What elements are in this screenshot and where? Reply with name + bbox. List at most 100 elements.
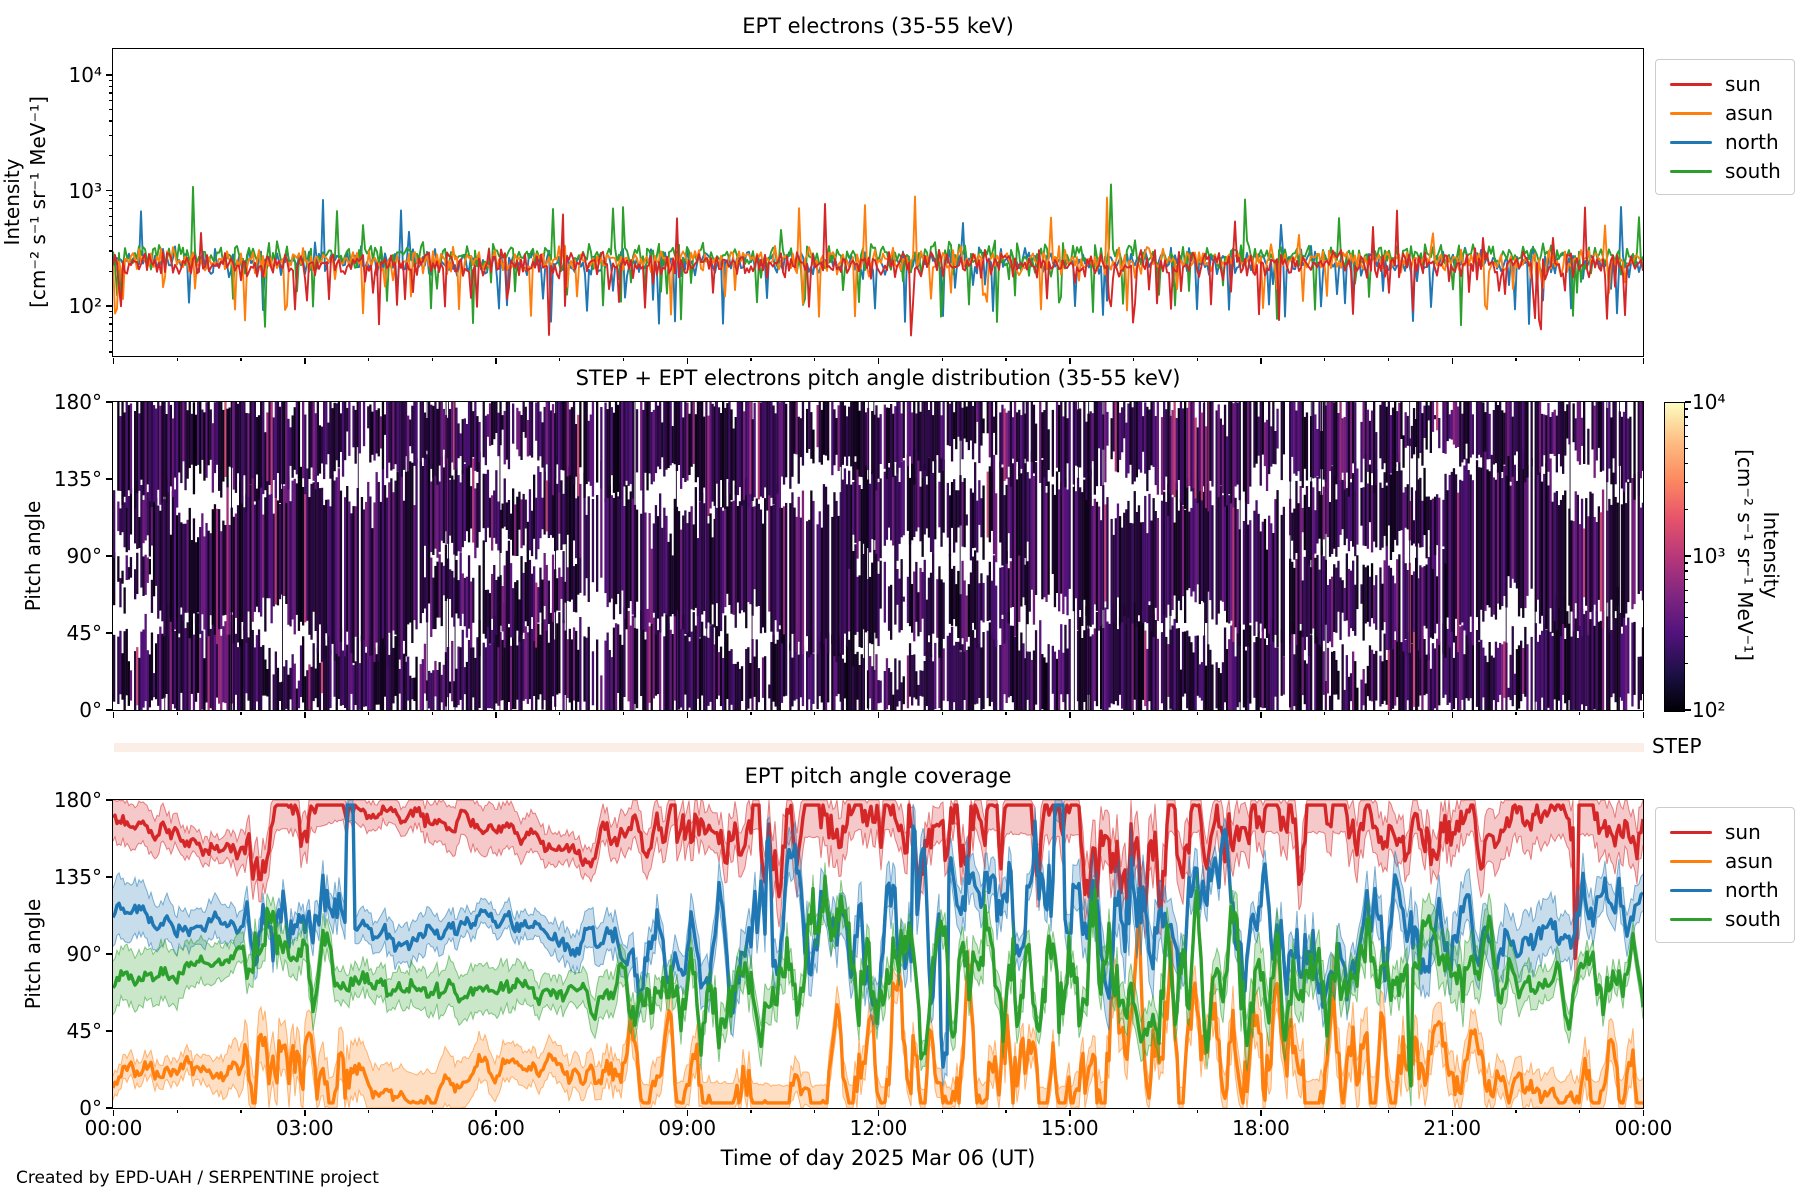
y-tick-label: 0° xyxy=(79,1096,102,1120)
x-tick-label: 15:00 xyxy=(1040,1116,1099,1140)
x-major-tick xyxy=(1260,357,1262,364)
x-minor-tick xyxy=(622,711,625,715)
x-minor-tick xyxy=(1005,1109,1007,1113)
x-major-tick xyxy=(877,357,880,364)
x-minor-tick xyxy=(814,1109,816,1113)
x-minor-tick xyxy=(240,1109,242,1113)
ept-legend-item-sun: sun xyxy=(1670,70,1782,99)
x-minor-tick xyxy=(750,711,752,715)
y-major-tick xyxy=(106,305,112,307)
y-tick-label: 0° xyxy=(79,698,102,722)
colorbar-minor-tick xyxy=(1684,570,1688,572)
colorbar-minor-tick xyxy=(1684,635,1688,638)
colorbar-tick-label: 10² xyxy=(1692,698,1726,722)
colorbar-minor-tick xyxy=(1684,447,1688,449)
x-major-tick xyxy=(112,1109,115,1116)
x-minor-tick xyxy=(176,1109,178,1113)
y-major-tick xyxy=(106,401,112,403)
legend-label-sun: sun xyxy=(1725,72,1761,96)
x-major-tick xyxy=(1451,1109,1453,1116)
colorbar-minor-tick xyxy=(1684,616,1688,618)
x-minor-tick xyxy=(1515,357,1517,361)
legend-label-north: north xyxy=(1725,130,1779,154)
x-minor-tick xyxy=(1132,1109,1135,1113)
x-major-tick xyxy=(877,711,880,718)
y-minor-tick xyxy=(108,331,112,333)
y-major-tick xyxy=(106,1030,112,1032)
colorbar-minor-tick xyxy=(1684,509,1688,511)
colorbar-minor-tick xyxy=(1684,416,1688,418)
x-major-tick xyxy=(1069,357,1071,364)
x-minor-tick xyxy=(814,357,816,361)
ept-electrons-plot xyxy=(112,47,1644,357)
x-minor-tick xyxy=(1579,1109,1581,1113)
x-minor-tick xyxy=(1324,357,1326,361)
y-minor-tick xyxy=(108,340,112,342)
coverage-band-edge-upper-north xyxy=(113,799,1643,1048)
x-major-tick xyxy=(1642,357,1645,364)
y-minor-tick xyxy=(108,195,112,197)
y-minor-tick xyxy=(108,235,112,238)
y-minor-tick xyxy=(108,250,112,252)
x-major-tick xyxy=(495,711,497,718)
x-minor-tick xyxy=(1324,1109,1326,1113)
x-minor-tick xyxy=(1196,711,1198,715)
y-minor-tick xyxy=(108,351,112,353)
x-major-tick xyxy=(1260,1109,1262,1116)
x-minor-tick xyxy=(750,357,752,361)
colorbar-minor-tick xyxy=(1684,589,1688,591)
x-minor-tick xyxy=(176,357,178,361)
y-minor-tick xyxy=(108,270,112,272)
x-tick-label: 03:00 xyxy=(275,1116,334,1140)
x-major-tick xyxy=(112,711,115,718)
x-minor-tick xyxy=(1515,1109,1517,1113)
pitch-angle-distribution-mesh xyxy=(113,401,1643,710)
step-coverage-band-label: STEP xyxy=(1652,734,1702,758)
colorbar-major-tick xyxy=(1684,401,1691,403)
x-major-tick xyxy=(112,357,115,364)
y-tick-label: 180° xyxy=(53,390,102,414)
legend-label-sun: sun xyxy=(1725,820,1761,844)
x-minor-tick xyxy=(240,357,242,361)
x-minor-tick xyxy=(1005,357,1007,361)
x-minor-tick xyxy=(176,711,178,715)
y-label-line1: Intensity xyxy=(0,158,24,246)
y-major-tick xyxy=(106,478,112,480)
pitch-angle-distribution-title: STEP + EPT electrons pitch angle distrib… xyxy=(575,366,1181,390)
colorbar-minor-tick xyxy=(1684,579,1688,581)
ept-legend-item-north: north xyxy=(1670,128,1782,157)
x-major-tick xyxy=(686,1109,688,1116)
x-minor-tick xyxy=(941,1109,943,1113)
ept-legend-item-asun: asun xyxy=(1670,99,1782,128)
x-minor-tick xyxy=(367,357,370,361)
y-tick-label: 135° xyxy=(53,467,102,491)
y-minor-tick xyxy=(108,85,112,87)
x-minor-tick xyxy=(431,357,433,361)
x-major-tick xyxy=(1642,711,1645,718)
coverage-band-edge-lower-sun xyxy=(113,816,1643,989)
y-minor-tick xyxy=(108,310,112,312)
coverage-band-south xyxy=(113,861,1643,1106)
colorbar-label-line1: Intensity xyxy=(1759,511,1783,599)
y-major-tick xyxy=(106,953,112,955)
coverage-band-edge-upper-sun xyxy=(113,799,1643,928)
coverage-band-edge-lower-asun xyxy=(113,928,1643,1108)
x-major-tick xyxy=(495,357,497,364)
y-minor-tick xyxy=(108,323,112,325)
colorbar-minor-tick xyxy=(1684,601,1688,603)
x-minor-tick xyxy=(431,1109,433,1113)
y-tick-label: 90° xyxy=(66,544,102,568)
x-axis-label: Time of day 2025 Mar 06 (UT) xyxy=(720,1146,1036,1170)
coverage-legend-item-sun: sun xyxy=(1670,818,1782,847)
legend-line-sample-north xyxy=(1670,140,1712,145)
ept-electrons-legend: sun asun north south xyxy=(1655,59,1795,195)
coverage-center-line-asun xyxy=(113,906,1643,1105)
x-major-tick xyxy=(1451,357,1453,364)
x-tick-label: 21:00 xyxy=(1423,1116,1482,1140)
x-major-tick xyxy=(1451,711,1453,718)
y-minor-tick xyxy=(108,134,112,137)
x-major-tick xyxy=(304,357,306,364)
x-minor-tick xyxy=(559,711,561,715)
y-tick-label: 180° xyxy=(53,788,102,812)
